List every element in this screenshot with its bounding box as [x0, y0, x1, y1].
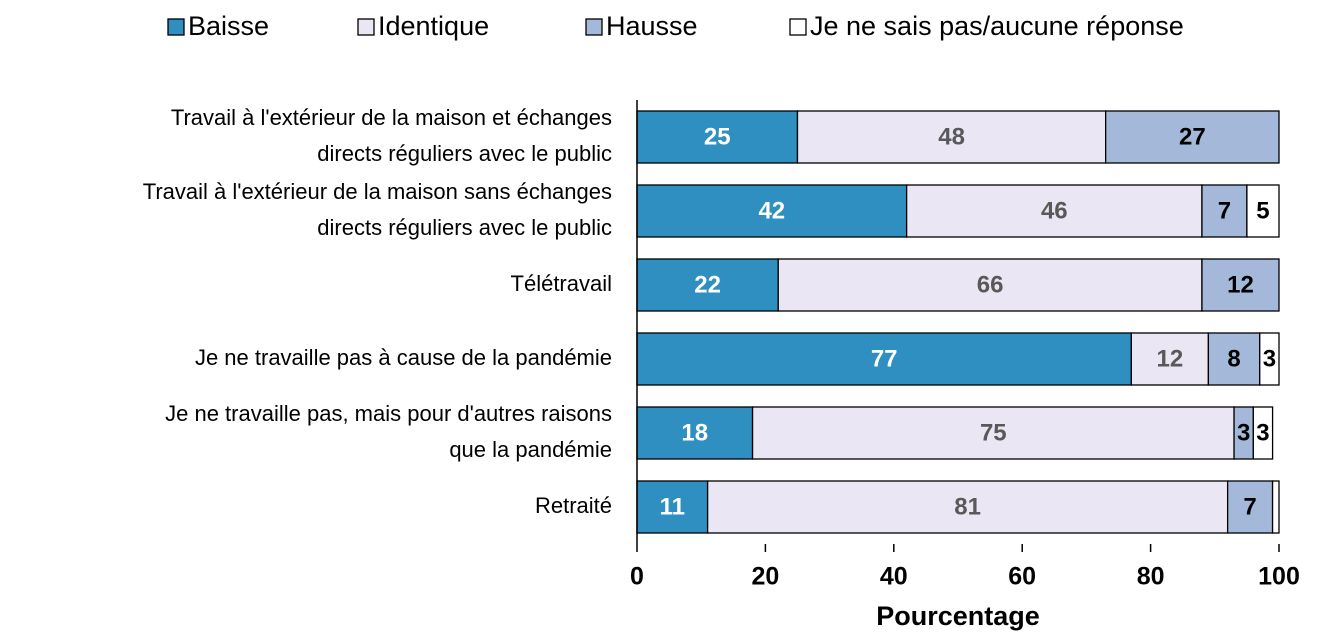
bar-segment — [1226, 480, 1274, 534]
bar-segment — [1207, 332, 1261, 386]
value-label: 3 — [1237, 419, 1250, 446]
category-label: Télétravail — [511, 271, 612, 296]
value-label: 48 — [938, 123, 965, 150]
x-tick-label: 100 — [1258, 563, 1300, 591]
x-axis-title: Pourcentage — [876, 601, 1040, 631]
x-tick-label: 60 — [1008, 563, 1036, 591]
legend-swatch — [789, 18, 807, 36]
value-label: 11 — [660, 493, 685, 520]
category-label-line: directs réguliers avec le public — [317, 141, 612, 166]
value-label: 8 — [1227, 345, 1240, 372]
value-label: 3 — [1263, 345, 1276, 372]
bar-segment — [905, 184, 1203, 238]
value-label: 5 — [1256, 197, 1269, 224]
legend-label: Identique — [378, 11, 489, 41]
value-label: 22 — [694, 271, 721, 298]
value-label: 12 — [1227, 271, 1254, 298]
bar-segment — [1201, 258, 1280, 312]
bar-segment — [636, 110, 799, 164]
value-label: 7 — [1243, 493, 1256, 520]
value-label: 27 — [1179, 123, 1206, 150]
x-tick-label: 0 — [630, 563, 644, 591]
value-label: 81 — [954, 493, 981, 520]
category-label: Travail à l'extérieur de la maison et éc… — [171, 105, 612, 166]
value-label: 18 — [681, 419, 708, 446]
value-label: 25 — [704, 123, 731, 150]
legend-label: Hausse — [606, 11, 698, 41]
category-label-line: Je ne travaille pas, mais pour d'autres … — [165, 401, 612, 426]
value-label: 77 — [871, 345, 898, 372]
category-label: Retraité — [535, 493, 612, 518]
bar-segment — [1130, 332, 1210, 386]
legend-swatch — [167, 18, 185, 36]
category-label-line: Travail à l'extérieur de la maison sans … — [143, 179, 612, 204]
value-label: 46 — [1041, 197, 1068, 224]
value-label: 3 — [1256, 419, 1269, 446]
bar-segment — [1259, 332, 1280, 386]
category-label-line: Travail à l'extérieur de la maison et éc… — [171, 105, 612, 130]
value-label: 75 — [980, 419, 1007, 446]
bar-segment — [796, 110, 1107, 164]
value-label: 66 — [977, 271, 1004, 298]
bar-segment — [636, 480, 709, 534]
bar-segment — [1252, 406, 1274, 460]
bar-segment — [706, 480, 1229, 534]
legend-swatch — [357, 18, 375, 36]
category-label: Je ne travaille pas à cause de la pandém… — [195, 345, 612, 370]
bar-segment — [777, 258, 1203, 312]
bar-segment — [751, 406, 1235, 460]
bar-segment — [1271, 480, 1280, 534]
x-tick-label: 40 — [880, 563, 908, 591]
bar-segment — [1105, 110, 1280, 164]
legend-label: Baisse — [188, 11, 269, 41]
x-tick-label: 20 — [751, 563, 779, 591]
category-label-line: que la pandémie — [449, 437, 612, 462]
category-label-line: directs réguliers avec le public — [317, 215, 612, 240]
category-label: Travail à l'extérieur de la maison sans … — [143, 179, 612, 240]
x-tick-label: 80 — [1137, 563, 1165, 591]
legend-swatch — [585, 18, 603, 36]
category-label: Je ne travaille pas, mais pour d'autres … — [165, 401, 612, 462]
value-label: 7 — [1218, 197, 1231, 224]
bar-segment — [1246, 184, 1280, 238]
bar-segment — [1201, 184, 1248, 238]
value-label: 12 — [1157, 345, 1184, 372]
bar-segment — [636, 184, 908, 238]
bar-segment — [636, 406, 754, 460]
value-label: 42 — [758, 197, 785, 224]
legend-label: Je ne sais pas/aucune réponse — [810, 11, 1184, 41]
